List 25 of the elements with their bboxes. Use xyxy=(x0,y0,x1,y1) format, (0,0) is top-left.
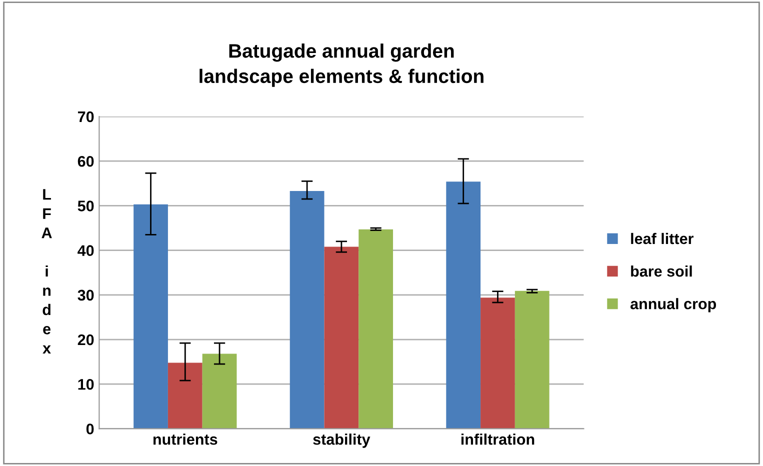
chart-title: Batugade annual garden landscape elements & function xyxy=(200,44,484,87)
bar xyxy=(202,354,237,429)
y-tick-label: 10 xyxy=(78,378,94,390)
y-tick-label: 20 xyxy=(78,334,94,346)
legend-label: leaf litter xyxy=(631,232,694,244)
y-tick-label: 50 xyxy=(78,200,94,212)
y-tick-label: 60 xyxy=(78,156,94,167)
legend-label: annual crop xyxy=(630,298,716,312)
bar xyxy=(290,190,324,429)
y-tick-label: 70 xyxy=(78,111,94,122)
x-tick-label: stability xyxy=(313,434,370,448)
bar xyxy=(134,204,168,429)
bar xyxy=(446,182,481,429)
bar xyxy=(168,362,202,429)
x-tick-label: nutrients xyxy=(153,434,218,445)
bar xyxy=(324,246,359,429)
x-tick-label: infiltration xyxy=(461,434,534,445)
bar xyxy=(480,298,515,429)
y-tick-label: 40 xyxy=(78,245,94,256)
bar xyxy=(358,229,394,429)
text: LFA index xyxy=(42,189,52,354)
bar xyxy=(514,290,550,429)
y-tick-label: 30 xyxy=(78,290,94,301)
legend-label: bare soil xyxy=(631,265,692,277)
y-tick-label: 0 xyxy=(86,424,94,434)
